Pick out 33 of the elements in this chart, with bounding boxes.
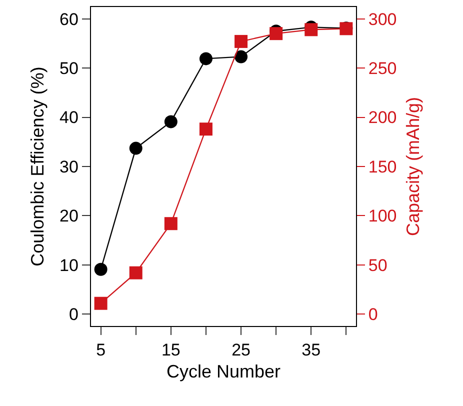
x-axis-title: Cycle Number	[166, 362, 281, 382]
y-tick-label: 50	[60, 58, 78, 78]
point	[129, 266, 142, 280]
y-tick-label: 60	[60, 10, 78, 29]
point	[199, 52, 212, 66]
y2-tick-label: 100	[368, 206, 397, 226]
point	[199, 122, 212, 136]
y2-axis-title: Capacity (mAh/g)	[402, 96, 423, 236]
y2-tick-label: 150	[368, 157, 397, 176]
y2-tick-label: 50	[368, 256, 388, 275]
point	[234, 34, 248, 48]
point	[94, 296, 108, 310]
point	[129, 142, 142, 155]
y2-tick-label: 0	[368, 305, 378, 324]
y-tick-label: 40	[60, 108, 78, 128]
point	[164, 217, 178, 230]
y-tick-label: 0	[68, 305, 78, 324]
x-tick-label: 25	[232, 340, 250, 360]
point	[94, 262, 108, 276]
y2-tick-label: 200	[368, 108, 397, 128]
point	[164, 115, 178, 128]
x-tick-label: 35	[302, 340, 321, 360]
y-tick-label: 30	[60, 157, 78, 176]
point	[234, 50, 248, 64]
y-tick-label: 10	[60, 256, 78, 275]
x-tick-label: 5	[96, 340, 106, 360]
y2-tick-label: 250	[368, 58, 397, 78]
point	[270, 27, 283, 40]
x-tick-label: 15	[161, 340, 180, 360]
point	[304, 23, 318, 36]
y2-tick-label: 300	[368, 10, 397, 29]
y-axis-title: Coulombic Efficiency (%)	[28, 66, 48, 266]
y-tick-label: 20	[60, 206, 78, 226]
